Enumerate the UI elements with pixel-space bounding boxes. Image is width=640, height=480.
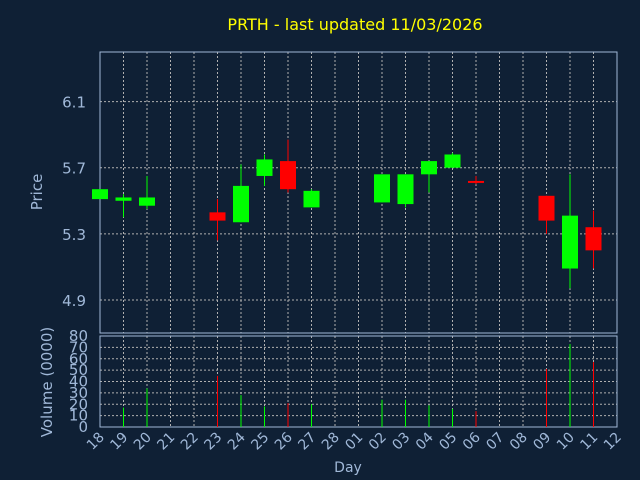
candle <box>585 210 602 269</box>
candle-body <box>585 227 602 251</box>
price-tick-label: 4.9 <box>62 292 86 310</box>
volume-tick-label: 80 <box>69 327 88 345</box>
price-tick-label: 5.7 <box>62 160 86 178</box>
candle-body <box>421 161 437 175</box>
volume-tick-label: 30 <box>69 384 88 402</box>
x-axis-label: Day <box>334 460 362 476</box>
candle-body <box>303 190 320 208</box>
candle <box>303 189 320 208</box>
candle-body <box>280 161 296 190</box>
volume-tick-label: 20 <box>69 395 88 413</box>
candle <box>256 154 273 186</box>
volume-axis-label: Volume (0000) <box>38 327 56 437</box>
candle <box>468 175 484 185</box>
candle-body <box>562 215 578 269</box>
candlestick-series <box>92 139 602 289</box>
candle <box>444 152 461 168</box>
candle <box>115 194 132 218</box>
candle-body <box>256 159 273 176</box>
candle <box>421 161 437 193</box>
candle <box>209 199 226 241</box>
candle-body <box>115 197 132 201</box>
candle-body <box>397 174 414 205</box>
volume-tick-label: 70 <box>69 338 88 356</box>
price-axis-ticks: 4.9 5.3 5.7 6.1 <box>62 94 86 310</box>
candle-body <box>374 174 390 203</box>
candle-body <box>538 195 555 221</box>
candle <box>233 164 249 223</box>
price-tick-label: 5.3 <box>62 226 86 244</box>
volume-series <box>123 343 594 427</box>
candle-body <box>209 212 226 221</box>
volume-tick-label: 0 <box>78 418 88 436</box>
candle <box>562 174 578 289</box>
candle-body <box>139 197 155 206</box>
volume-tick-label: 40 <box>69 373 88 391</box>
candle <box>538 195 555 234</box>
candle-body <box>468 180 484 183</box>
candle <box>139 175 155 210</box>
x-axis-ticks: 18 19 20 21 22 23 24 25 26 27 28 01 02 03 04 05 06 07 08 09… <box>84 429 625 453</box>
volume-tick-label: 60 <box>69 350 88 368</box>
price-tick-label: 6.1 <box>62 94 86 112</box>
candle <box>92 189 108 200</box>
candle-body <box>444 154 461 168</box>
candle <box>374 174 390 203</box>
volume-panel-frame <box>99 335 618 428</box>
candle <box>397 174 414 208</box>
volume-tick-label: 10 <box>69 407 88 425</box>
volume-tick-label: 50 <box>69 361 88 379</box>
price-axis-label: Price <box>28 174 46 211</box>
candle-body <box>92 189 108 200</box>
chart-title: PRTH - last updated 11/03/2026 <box>227 15 482 34</box>
candle <box>280 139 296 193</box>
candle-body <box>233 185 249 223</box>
